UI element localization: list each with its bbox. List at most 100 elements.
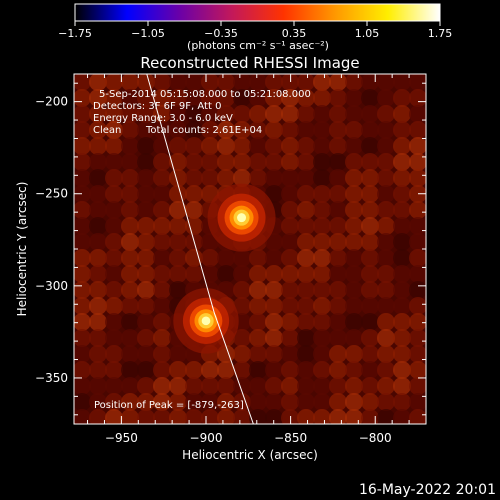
noise-blob bbox=[265, 393, 283, 411]
noise-blob bbox=[297, 361, 315, 379]
noise-blob bbox=[377, 153, 395, 171]
noise-blob bbox=[345, 121, 363, 139]
noise-blob bbox=[121, 281, 139, 299]
noise-blob bbox=[361, 345, 379, 363]
noise-blob bbox=[233, 409, 251, 424]
noise-blob bbox=[217, 249, 235, 267]
noise-blob bbox=[329, 393, 347, 411]
noise-blob bbox=[105, 121, 123, 139]
noise-blob bbox=[169, 361, 187, 379]
colorbar-strip bbox=[74, 3, 441, 22]
noise-blob bbox=[297, 74, 315, 91]
noise-blob bbox=[185, 89, 203, 107]
noise-blob bbox=[89, 313, 107, 331]
x-tick-label: −850 bbox=[274, 431, 307, 445]
noise-blob bbox=[377, 393, 395, 411]
noise-blob bbox=[297, 89, 315, 107]
noise-blob bbox=[121, 137, 139, 155]
noise-blob bbox=[345, 281, 363, 299]
noise-blob bbox=[74, 249, 91, 267]
noise-blob bbox=[329, 313, 347, 331]
noise-blob bbox=[217, 121, 235, 139]
noise-blob bbox=[233, 121, 251, 139]
noise-blob bbox=[377, 74, 395, 91]
noise-blob bbox=[201, 169, 219, 187]
noise-blob bbox=[297, 105, 315, 123]
noise-blob bbox=[281, 297, 299, 315]
noise-blob bbox=[153, 121, 171, 139]
annotation-method: Clean bbox=[93, 125, 121, 136]
noise-blob bbox=[121, 121, 139, 139]
noise-blob bbox=[185, 169, 203, 187]
noise-blob bbox=[74, 121, 91, 139]
noise-blob bbox=[201, 105, 219, 123]
noise-blob bbox=[89, 345, 107, 363]
noise-blob bbox=[393, 217, 411, 235]
noise-blob bbox=[297, 377, 315, 395]
noise-blob bbox=[153, 265, 171, 283]
noise-blob bbox=[377, 313, 395, 331]
noise-blob bbox=[105, 153, 123, 171]
noise-blob bbox=[377, 89, 395, 107]
noise-blob bbox=[185, 361, 203, 379]
noise-blob bbox=[409, 153, 426, 171]
noise-blob bbox=[89, 409, 107, 424]
noise-blob bbox=[121, 169, 139, 187]
colorbar-tick-label: 1.75 bbox=[428, 27, 453, 40]
noise-blob bbox=[281, 74, 299, 91]
noise-blob bbox=[377, 329, 395, 347]
noise-blob bbox=[345, 169, 363, 187]
noise-blob bbox=[297, 409, 315, 424]
noise-blob bbox=[249, 345, 267, 363]
annotation-energy: Energy Range: 3.0 - 6.0 keV bbox=[93, 113, 233, 124]
noise-blob bbox=[217, 409, 235, 424]
x-tick-label: −800 bbox=[359, 431, 392, 445]
noise-blob bbox=[233, 377, 251, 395]
noise-blob bbox=[329, 233, 347, 251]
noise-blob bbox=[89, 281, 107, 299]
noise-blob bbox=[265, 89, 283, 107]
noise-blob bbox=[297, 137, 315, 155]
noise-blob bbox=[313, 169, 331, 187]
annotation-peak-position: Position of Peak = [-879,-263] bbox=[94, 400, 244, 411]
noise-blob bbox=[281, 409, 299, 424]
noise-blob bbox=[121, 329, 139, 347]
noise-blob bbox=[297, 265, 315, 283]
noise-blob bbox=[329, 185, 347, 203]
noise-blob bbox=[249, 313, 267, 331]
noise-blob bbox=[265, 281, 283, 299]
noise-blob bbox=[153, 233, 171, 251]
noise-blob bbox=[313, 361, 331, 379]
noise-blob bbox=[265, 121, 283, 139]
colorbar-tick-label: 1.05 bbox=[355, 27, 380, 40]
noise-blob bbox=[297, 201, 315, 219]
noise-blob bbox=[74, 329, 91, 347]
noise-blob bbox=[137, 329, 155, 347]
noise-blob bbox=[121, 313, 139, 331]
noise-blob bbox=[345, 345, 363, 363]
noise-blob bbox=[233, 345, 251, 363]
y-axis-ticks: −200 −250 −300 −350 bbox=[35, 82, 426, 416]
noise-blob bbox=[409, 265, 426, 283]
noise-blob bbox=[217, 74, 235, 91]
noise-blob bbox=[74, 409, 91, 424]
noise-blob bbox=[137, 137, 155, 155]
noise-blob bbox=[185, 265, 203, 283]
noise-blob bbox=[361, 249, 379, 267]
noise-blob bbox=[377, 265, 395, 283]
noise-blob bbox=[105, 185, 123, 203]
y-axis-label: Heliocentric Y (arcsec) bbox=[15, 182, 29, 317]
noise-blob bbox=[249, 377, 267, 395]
noise-blob bbox=[281, 361, 299, 379]
noise-blob bbox=[201, 265, 219, 283]
noise-blob bbox=[345, 249, 363, 267]
noise-blob bbox=[313, 313, 331, 331]
noise-blob bbox=[313, 345, 331, 363]
noise-blob bbox=[377, 297, 395, 315]
noise-blob bbox=[185, 185, 203, 203]
noise-blob bbox=[377, 137, 395, 155]
noise-blob bbox=[345, 217, 363, 235]
noise-blob bbox=[313, 297, 331, 315]
noise-blob bbox=[185, 217, 203, 235]
